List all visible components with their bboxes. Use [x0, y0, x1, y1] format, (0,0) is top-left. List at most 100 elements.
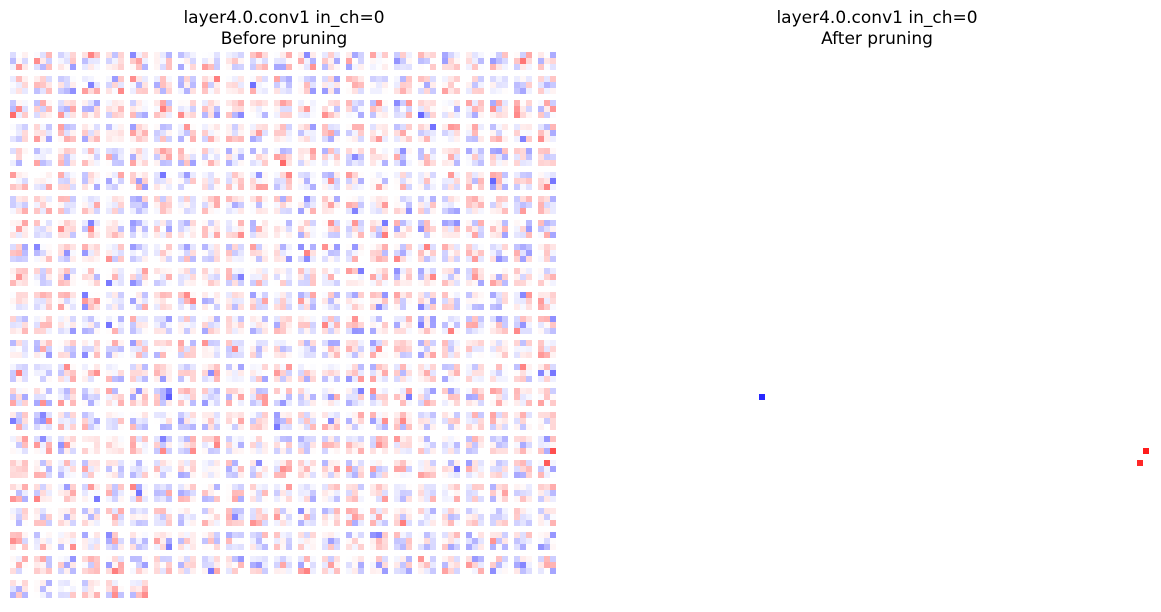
- before-weight-cell: [376, 316, 382, 322]
- before-weight-cell: [202, 202, 208, 208]
- before-weight-cell: [334, 208, 340, 214]
- before-weight-cell: [376, 562, 382, 568]
- before-weight-cell: [202, 562, 208, 568]
- before-weight-cell: [328, 232, 334, 238]
- before-weight-cell: [178, 184, 184, 190]
- before-weight-cell: [370, 328, 376, 334]
- before-weight-cell: [160, 466, 166, 472]
- before-weight-cell: [94, 256, 100, 262]
- before-weight-cell: [346, 100, 352, 106]
- before-weight-cell: [226, 106, 232, 112]
- before-weight-cell: [202, 568, 208, 574]
- before-weight-cell: [106, 124, 112, 130]
- before-weight-cell: [190, 64, 196, 70]
- before-weight-cell: [280, 130, 286, 136]
- before-weight-cell: [370, 52, 376, 58]
- before-weight-cell: [514, 442, 520, 448]
- before-weight-cell: [544, 244, 550, 250]
- before-weight-cell: [232, 64, 238, 70]
- before-weight-cell: [208, 268, 214, 274]
- before-weight-cell: [22, 466, 28, 472]
- before-weight-cell: [34, 448, 40, 454]
- before-weight-cell: [406, 388, 412, 394]
- before-weight-cell: [394, 196, 400, 202]
- before-weight-cell: [214, 58, 220, 64]
- before-weight-cell: [190, 532, 196, 538]
- before-weight-cell: [304, 394, 310, 400]
- before-weight-cell: [274, 298, 280, 304]
- before-weight-cell: [418, 64, 424, 70]
- before-weight-cell: [250, 424, 256, 430]
- before-weight-cell: [478, 292, 484, 298]
- before-weight-cell: [112, 130, 118, 136]
- before-weight-cell: [238, 154, 244, 160]
- before-weight-cell: [22, 460, 28, 466]
- before-weight-cell: [394, 76, 400, 82]
- before-weight-cell: [166, 280, 172, 286]
- before-weight-cell: [346, 532, 352, 538]
- before-weight-cell: [472, 466, 478, 472]
- before-weight-cell: [382, 148, 388, 154]
- before-weight-cell: [202, 496, 208, 502]
- before-weight-cell: [550, 484, 556, 490]
- before-weight-cell: [442, 250, 448, 256]
- before-weight-cell: [166, 538, 172, 544]
- before-weight-cell: [520, 460, 526, 466]
- before-weight-cell: [550, 184, 556, 190]
- before-weight-cell: [58, 220, 64, 226]
- before-weight-cell: [232, 322, 238, 328]
- before-weight-cell: [202, 226, 208, 232]
- before-weight-cell: [298, 298, 304, 304]
- before-weight-cell: [394, 178, 400, 184]
- before-weight-cell: [214, 484, 220, 490]
- before-weight-cell: [550, 88, 556, 94]
- before-weight-cell: [130, 394, 136, 400]
- before-weight-cell: [406, 400, 412, 406]
- before-weight-cell: [328, 106, 334, 112]
- before-weight-cell: [16, 52, 22, 58]
- before-weight-cell: [184, 538, 190, 544]
- before-weight-cell: [358, 154, 364, 160]
- before-weight-cell: [406, 418, 412, 424]
- before-weight-cell: [88, 58, 94, 64]
- before-weight-cell: [430, 100, 436, 106]
- before-weight-cell: [136, 172, 142, 178]
- before-weight-cell: [502, 532, 508, 538]
- before-weight-cell: [334, 484, 340, 490]
- before-weight-cell: [262, 244, 268, 250]
- before-weight-cell: [538, 64, 544, 70]
- before-weight-cell: [358, 424, 364, 430]
- before-weight-cell: [238, 490, 244, 496]
- before-weight-cell: [250, 250, 256, 256]
- before-weight-cell: [454, 400, 460, 406]
- before-weight-cell: [58, 400, 64, 406]
- before-weight-cell: [58, 208, 64, 214]
- before-weight-cell: [544, 436, 550, 442]
- before-weight-cell: [46, 100, 52, 106]
- before-weight-cell: [262, 412, 268, 418]
- before-weight-cell: [466, 484, 472, 490]
- before-weight-cell: [238, 418, 244, 424]
- before-weight-cell: [112, 178, 118, 184]
- before-weight-cell: [16, 124, 22, 130]
- before-weight-cell: [304, 556, 310, 562]
- before-weight-cell: [208, 544, 214, 550]
- before-weight-cell: [202, 178, 208, 184]
- before-weight-cell: [58, 244, 64, 250]
- before-weight-cell: [10, 124, 16, 130]
- before-weight-cell: [16, 448, 22, 454]
- before-weight-cell: [118, 328, 124, 334]
- before-weight-cell: [454, 208, 460, 214]
- after-weight-cell: [1137, 460, 1143, 466]
- before-weight-cell: [202, 472, 208, 478]
- before-weight-cell: [496, 58, 502, 64]
- before-weight-cell: [202, 82, 208, 88]
- before-weight-cell: [262, 220, 268, 226]
- before-weight-cell: [550, 106, 556, 112]
- after-weight-cell: [759, 394, 765, 400]
- before-weight-cell: [64, 562, 70, 568]
- before-weight-cell: [496, 328, 502, 334]
- before-weight-cell: [376, 208, 382, 214]
- before-weight-cell: [184, 340, 190, 346]
- before-weight-cell: [298, 508, 304, 514]
